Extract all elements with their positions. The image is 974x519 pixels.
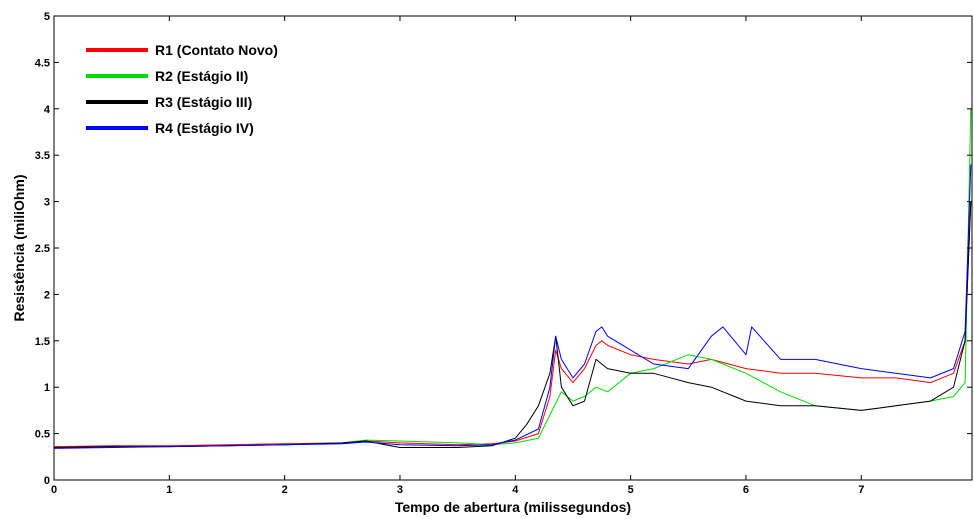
x-tick-label: 4	[512, 484, 519, 496]
x-tick-label: 2	[282, 484, 288, 496]
legend: R1 (Contato Novo) R2 (Estágio II) R3 (Está…	[86, 42, 278, 136]
y-tick-label: 3	[44, 197, 50, 209]
plot-area	[53, 15, 973, 481]
legend-label-1: R1 (Contato Novo)	[155, 42, 278, 58]
legend-label-3: R3 (Estágio III)	[155, 94, 252, 110]
series-line-3	[53, 201, 972, 448]
x-tick-label: 6	[743, 484, 749, 496]
y-tick-label: 3.5	[35, 150, 50, 162]
y-axis-title: Resistência (miliOhm)	[11, 174, 27, 321]
y-tick-label: 0	[44, 475, 50, 487]
y-tick-label: 2	[44, 289, 50, 301]
x-tick-label: 3	[397, 484, 403, 496]
y-tick-label: 1	[44, 382, 50, 394]
x-tick-label: 5	[628, 484, 634, 496]
y-tick-label: 2.5	[35, 243, 50, 255]
series-line-4	[53, 164, 972, 449]
y-tick-label: 5	[44, 11, 50, 23]
legend-label-2: R2 (Estágio II)	[155, 68, 248, 84]
series-layer	[53, 108, 972, 449]
ticks-layer: 0 1 2 3 4 5 6 7 0 0.5 1 1.5 2 2.5 3 3.5 4 4.5 5	[35, 11, 972, 496]
y-tick-label: 0.5	[35, 429, 50, 441]
x-tick-label: 0	[51, 484, 57, 496]
x-tick-label: 1	[166, 484, 172, 496]
x-axis-title: Tempo de abertura (milissegundos)	[395, 499, 631, 515]
legend-label-4: R4 (Estágio IV)	[155, 120, 254, 136]
plot-frame	[53, 15, 973, 481]
y-tick-label: 4.5	[35, 57, 50, 69]
y-tick-label: 1.5	[35, 336, 50, 348]
y-tick-label: 4	[44, 104, 51, 116]
x-tick-label: 7	[858, 484, 864, 496]
